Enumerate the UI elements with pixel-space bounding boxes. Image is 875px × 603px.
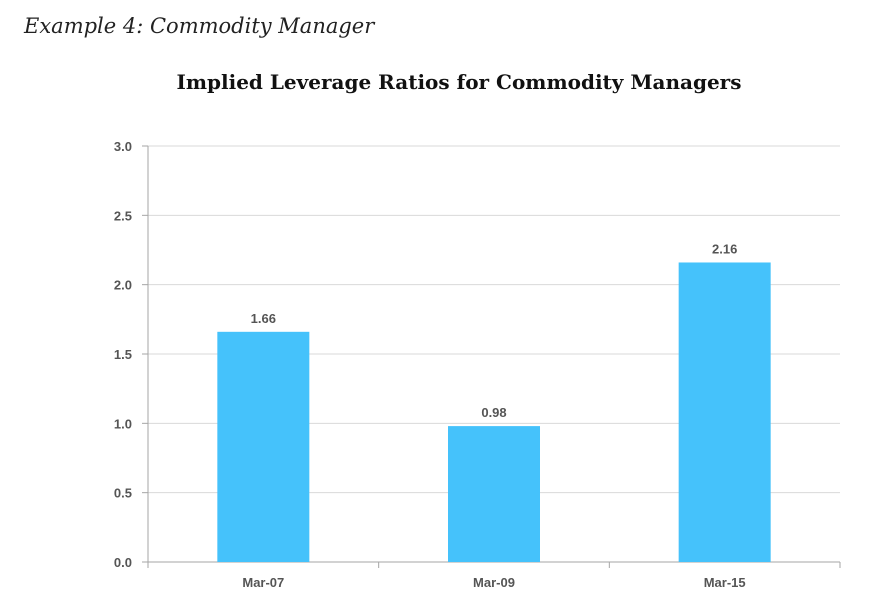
y-tick-label: 0.5: [114, 486, 132, 501]
x-tick-label-mar-15: Mar-15: [704, 575, 746, 590]
y-tick-label: 1.5: [114, 347, 132, 362]
x-tick-label-mar-07: Mar-07: [242, 575, 284, 590]
chart-title: Implied Leverage Ratios for Commodity Ma…: [176, 70, 742, 94]
bar-mar-09: [448, 426, 540, 562]
y-tick-label: 3.0: [114, 139, 132, 154]
data-label-mar-15: 2.16: [712, 241, 737, 256]
y-tick-label: 2.0: [114, 278, 132, 293]
y-tick-label: 1.0: [114, 416, 132, 431]
y-tick-label: 2.5: [114, 208, 132, 223]
y-tick-label: 0.0: [114, 555, 132, 570]
data-label-mar-07: 1.66: [251, 311, 276, 326]
bar-mar-07: [217, 331, 310, 562]
bar-mar-15: [678, 262, 771, 562]
x-tick-label-mar-09: Mar-09: [473, 575, 515, 590]
example-caption: Example 4: Commodity Manager: [24, 14, 375, 38]
data-label-mar-09: 0.98: [481, 405, 506, 420]
